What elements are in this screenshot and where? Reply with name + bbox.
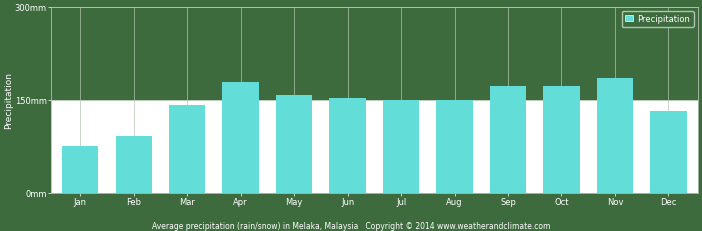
- Text: Average precipitation (rain/snow) in Melaka, Malaysia   Copyright © 2014 www.wea: Average precipitation (rain/snow) in Mel…: [152, 221, 550, 230]
- Bar: [490, 87, 526, 193]
- Bar: [276, 95, 312, 193]
- Bar: [51, 100, 698, 193]
- Bar: [383, 100, 419, 193]
- Bar: [650, 111, 687, 193]
- Bar: [169, 105, 206, 193]
- Bar: [437, 100, 472, 193]
- Bar: [329, 98, 366, 193]
- Bar: [597, 79, 633, 193]
- Legend: Precipitation: Precipitation: [622, 12, 694, 27]
- Y-axis label: Precipitation: Precipitation: [4, 72, 13, 129]
- Bar: [62, 147, 98, 193]
- Bar: [543, 87, 580, 193]
- Bar: [116, 136, 152, 193]
- Bar: [223, 83, 259, 193]
